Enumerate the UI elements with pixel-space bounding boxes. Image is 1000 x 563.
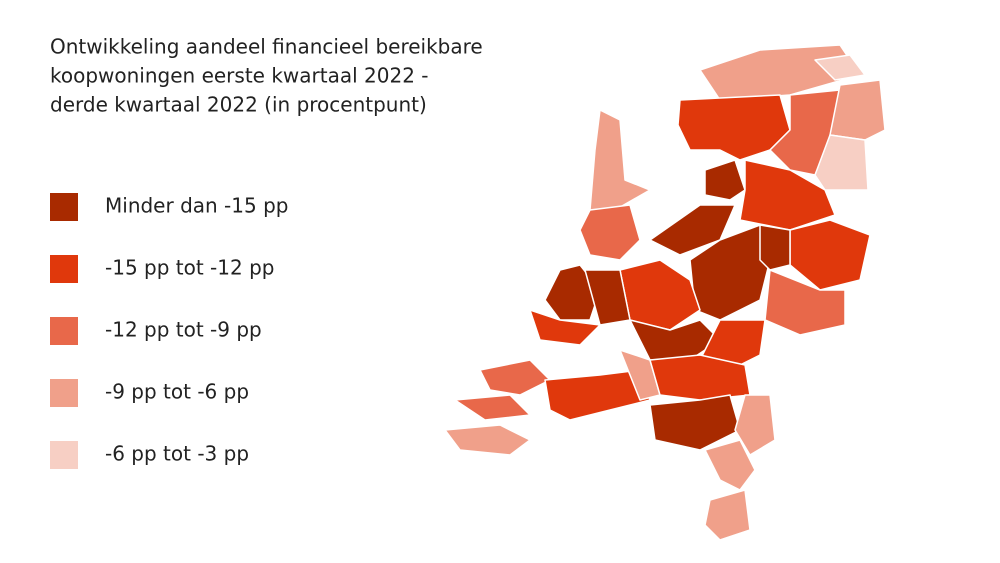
region bbox=[444, 424, 531, 456]
region bbox=[529, 309, 601, 346]
legend-swatch bbox=[50, 379, 78, 407]
region bbox=[619, 259, 701, 331]
region bbox=[814, 54, 866, 81]
map bbox=[444, 44, 886, 541]
legend-swatch bbox=[50, 193, 78, 221]
title-line: Ontwikkeling aandeel financieel bereikba… bbox=[50, 35, 483, 59]
region bbox=[759, 224, 791, 271]
legend-label: -12 pp tot -9 pp bbox=[105, 318, 262, 342]
region bbox=[789, 219, 871, 291]
legend-swatch bbox=[50, 317, 78, 345]
region bbox=[704, 159, 746, 201]
legend-swatch bbox=[50, 255, 78, 283]
region bbox=[704, 439, 756, 491]
region bbox=[649, 204, 736, 256]
title-line: derde kwartaal 2022 (in procentpunt) bbox=[50, 93, 427, 117]
region bbox=[689, 224, 771, 321]
region bbox=[579, 204, 641, 261]
region bbox=[677, 94, 791, 161]
region bbox=[589, 109, 651, 211]
region bbox=[829, 79, 886, 141]
legend: Minder dan -15 pp -15 pp tot -12 pp -12 pp… bbox=[50, 193, 288, 469]
region bbox=[479, 359, 551, 396]
region bbox=[649, 394, 741, 451]
title-line: koopwoningen eerste kwartaal 2022 - bbox=[50, 64, 429, 88]
region bbox=[814, 134, 869, 191]
title: Ontwikkeling aandeel financieel bereikba… bbox=[50, 35, 483, 117]
legend-label: -15 pp tot -12 pp bbox=[105, 256, 274, 280]
legend-label: -9 pp tot -6 pp bbox=[105, 380, 249, 404]
region bbox=[544, 369, 651, 421]
legend-label: -6 pp tot -3 pp bbox=[105, 442, 249, 466]
region bbox=[699, 319, 766, 371]
legend-label: Minder dan -15 pp bbox=[105, 194, 288, 218]
region bbox=[704, 489, 751, 541]
legend-swatch bbox=[50, 441, 78, 469]
region bbox=[734, 394, 776, 456]
region bbox=[544, 264, 601, 321]
region bbox=[739, 159, 836, 231]
region bbox=[454, 394, 531, 421]
